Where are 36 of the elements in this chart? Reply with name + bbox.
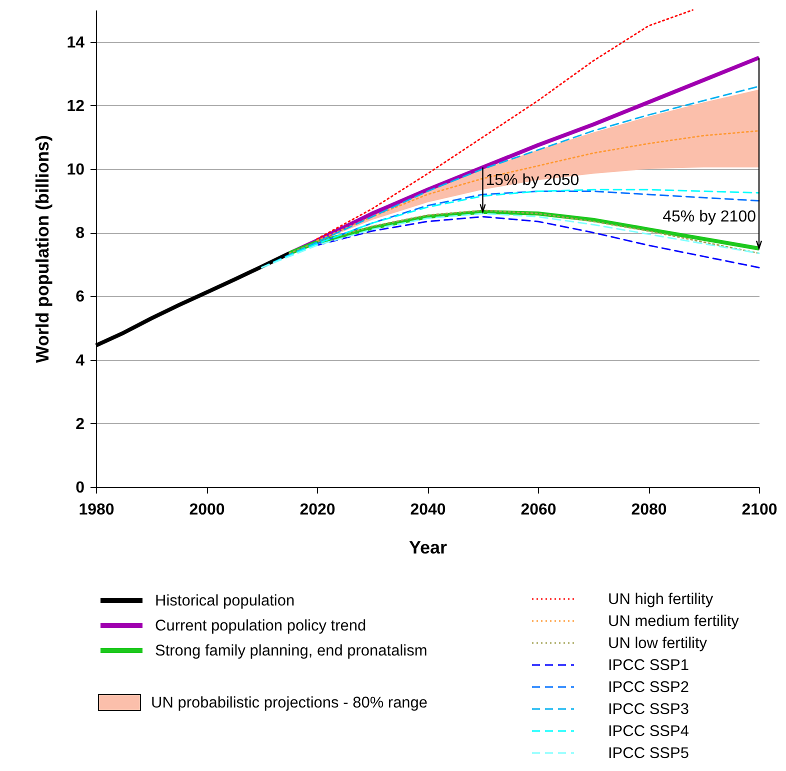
y-tick-label: 0: [76, 480, 85, 496]
x-tick-label: 2060: [520, 502, 556, 518]
y-tick-label: 4: [76, 352, 85, 370]
x-tick-label: 2040: [410, 502, 446, 518]
legend-label: Current population policy trend: [155, 618, 366, 634]
legend-label: UN medium fertility: [608, 613, 740, 630]
legend-label: IPCC SSP5: [608, 745, 689, 762]
line-series: [261, 86, 760, 268]
line-series: [316, 9, 694, 240]
legend-label: Strong family planning, end pronatalism: [155, 642, 428, 660]
x-tick-label: 2080: [631, 502, 667, 518]
line-series: [316, 190, 760, 244]
x-tick-label: 1980: [78, 502, 114, 518]
annotation: 15% by 2050: [486, 172, 580, 189]
x-tick-label: 2000: [189, 502, 225, 518]
y-tick-label: 14: [66, 34, 85, 52]
legend-label: UN low fertility: [608, 635, 708, 652]
y-tick-label: 2: [76, 416, 85, 433]
y-axis-title: World population (billions): [32, 135, 53, 363]
y-tick-label: 8: [76, 225, 85, 242]
x-tick-label: 2100: [742, 502, 778, 518]
line-series: [316, 130, 760, 242]
annotation: 45% by 2100: [662, 208, 756, 226]
legend-label: IPCC SSP4: [608, 723, 690, 740]
legend-label: IPCC SSP3: [608, 701, 689, 718]
legend-label: UN probabilistic projections - 80% range: [151, 694, 428, 712]
legend-label: UN high fertility: [608, 591, 714, 608]
legend-label: IPCC SSP2: [608, 679, 689, 696]
line-series: [261, 188, 760, 268]
x-axis-title: Year: [408, 538, 448, 558]
y-tick-label: 10: [66, 162, 85, 178]
x-tick-label: 2020: [300, 502, 336, 518]
y-tick-label: 6: [76, 288, 85, 306]
legend-label: IPCC SSP1: [608, 657, 689, 674]
legend-label: Historical population: [155, 592, 295, 610]
y-tick-label: 12: [66, 98, 85, 115]
